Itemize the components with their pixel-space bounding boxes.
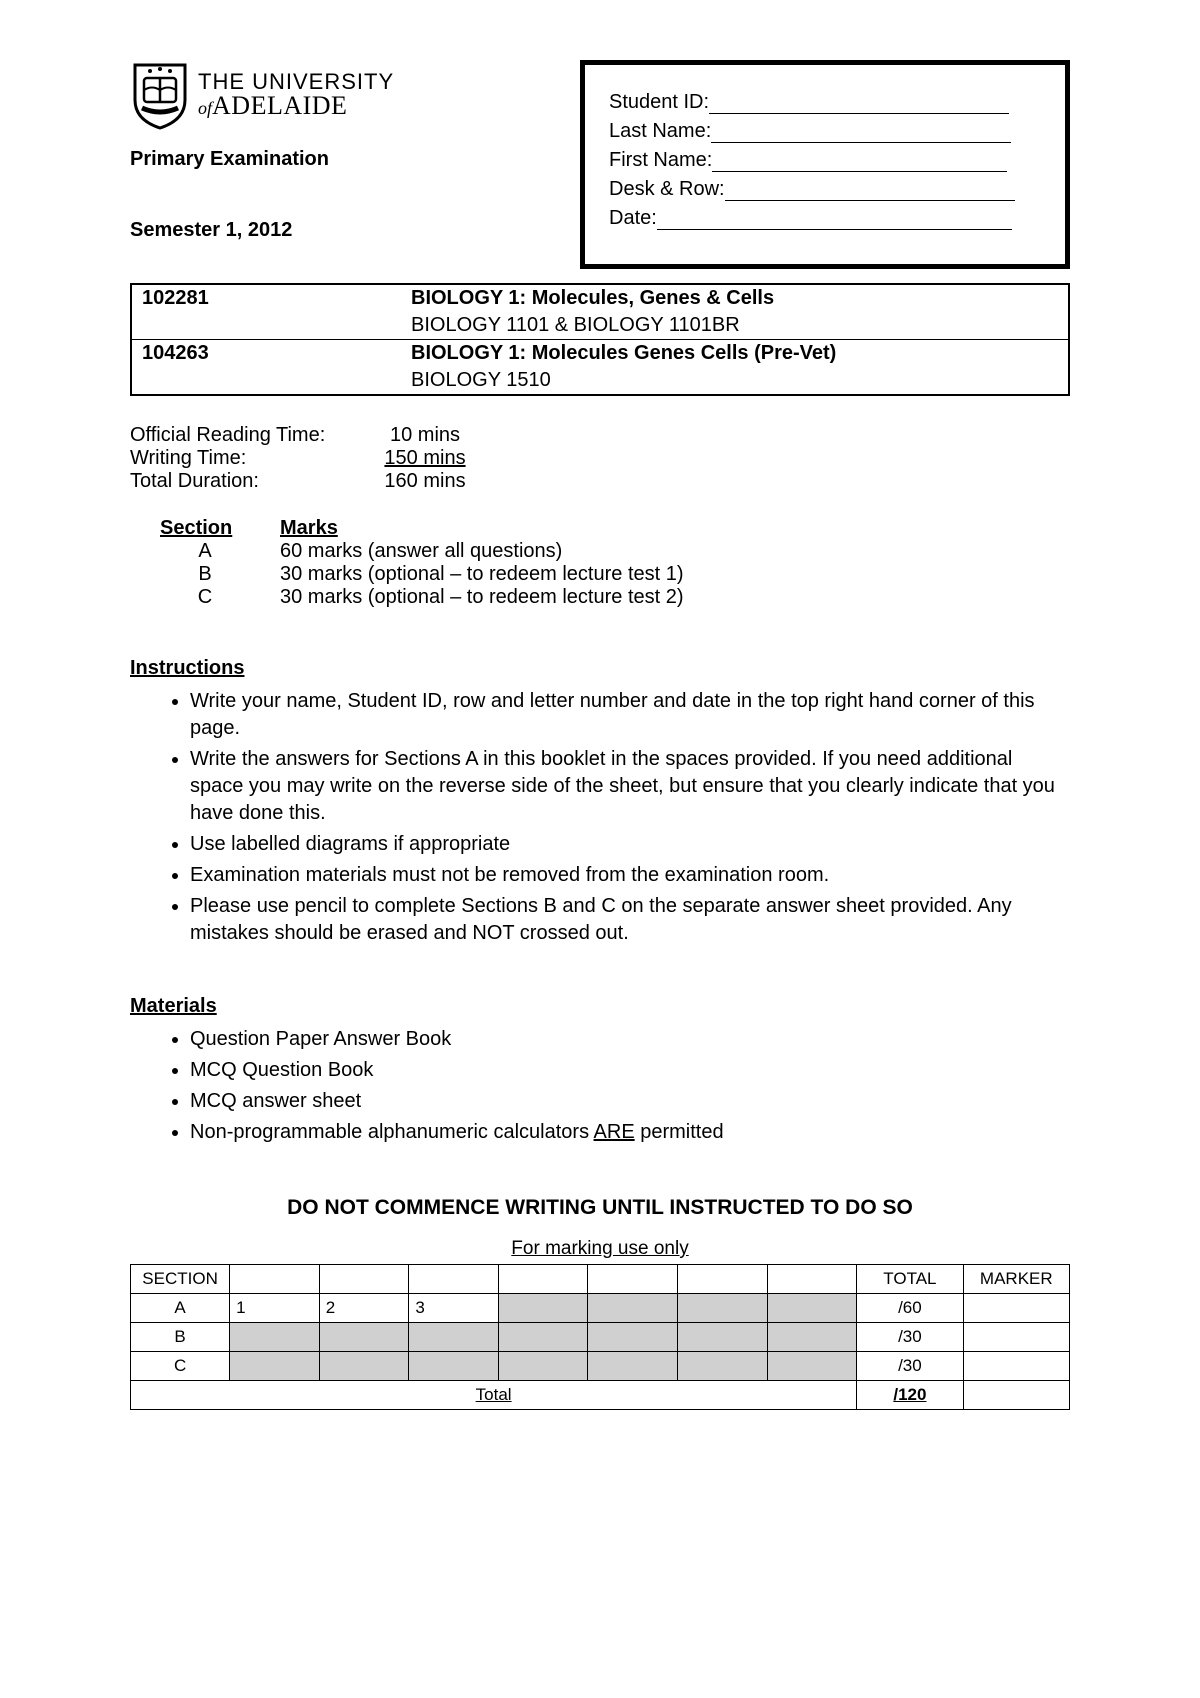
first-name-label: First Name: bbox=[609, 149, 712, 171]
sections-block: Section Marks A60 marks (answer all ques… bbox=[130, 517, 1070, 609]
marking-table: SECTION TOTAL MARKER A 1 2 3 /60 B /30 C… bbox=[130, 1264, 1070, 1410]
section-a-marks: 60 marks (answer all questions) bbox=[280, 540, 562, 563]
student-id-label: Student ID: bbox=[609, 91, 709, 113]
instructions-heading: Instructions bbox=[130, 657, 1070, 680]
last-name-label: Last Name: bbox=[609, 120, 711, 142]
materials-heading: Materials bbox=[130, 995, 1070, 1018]
writing-time-value: 150 mins bbox=[370, 447, 480, 470]
course-sub-2: BIOLOGY 1510 bbox=[401, 367, 1069, 395]
student-info-box: Student ID: Last Name: First Name: Desk … bbox=[580, 60, 1070, 269]
material-item: MCQ answer sheet bbox=[190, 1088, 1070, 1115]
section-b-letter: B bbox=[160, 563, 280, 586]
instruction-item: Write your name, Student ID, row and let… bbox=[190, 688, 1070, 742]
total-duration-value: 160 mins bbox=[370, 470, 480, 493]
section-c-marks: 30 marks (optional – to redeem lecture t… bbox=[280, 586, 684, 609]
semester: Semester 1, 2012 bbox=[130, 219, 560, 242]
instruction-item: Please use pencil to complete Sections B… bbox=[190, 893, 1070, 947]
section-c-letter: C bbox=[160, 586, 280, 609]
total-duration-label: Total Duration: bbox=[130, 470, 370, 493]
course-title-2: BIOLOGY 1: Molecules Genes Cells (Pre-Ve… bbox=[411, 342, 836, 364]
instruction-item: Examination materials must not be remove… bbox=[190, 862, 1070, 889]
section-a-letter: A bbox=[160, 540, 280, 563]
section-header-col2: Marks bbox=[280, 517, 338, 540]
marking-use-only-label: For marking use only bbox=[130, 1238, 1070, 1260]
course-sub-1: BIOLOGY 1101 & BIOLOGY 1101BR bbox=[401, 312, 1069, 340]
material-item: Question Paper Answer Book bbox=[190, 1026, 1070, 1053]
marking-row-c: C /30 bbox=[131, 1352, 1070, 1381]
reading-time-label: Official Reading Time: bbox=[130, 424, 370, 447]
marking-row-total: Total /120 bbox=[131, 1381, 1070, 1410]
exam-type: Primary Examination bbox=[130, 148, 560, 171]
marking-row-a: A 1 2 3 /60 bbox=[131, 1294, 1070, 1323]
course-code-2: 104263 bbox=[131, 340, 401, 368]
date-label: Date: bbox=[609, 207, 657, 229]
marking-total-label: Total bbox=[131, 1381, 857, 1410]
material-item: Non-programmable alphanumeric calculator… bbox=[190, 1119, 1070, 1146]
marking-header-marker: MARKER bbox=[963, 1265, 1069, 1294]
instruction-item: Use labelled diagrams if appropriate bbox=[190, 831, 1070, 858]
marking-row-b: B /30 bbox=[131, 1323, 1070, 1352]
marking-grand-total: /120 bbox=[857, 1381, 963, 1410]
writing-time-label: Writing Time: bbox=[130, 447, 370, 470]
desk-row-label: Desk & Row: bbox=[609, 178, 725, 200]
course-code-1: 102281 bbox=[131, 284, 401, 312]
university-line2: ofADELAIDE bbox=[198, 93, 394, 119]
material-item: MCQ Question Book bbox=[190, 1057, 1070, 1084]
section-b-marks: 30 marks (optional – to redeem lecture t… bbox=[280, 563, 684, 586]
do-not-commence: DO NOT COMMENCE WRITING UNTIL INSTRUCTED… bbox=[130, 1196, 1070, 1220]
materials-list: Question Paper Answer Book MCQ Question … bbox=[130, 1026, 1070, 1146]
section-header-col1: Section bbox=[160, 517, 280, 540]
instruction-item: Write the answers for Sections A in this… bbox=[190, 746, 1070, 827]
university-logo-block: THE UNIVERSITY ofADELAIDE bbox=[130, 60, 560, 130]
marking-header-section: SECTION bbox=[131, 1265, 230, 1294]
timing-block: Official Reading Time:10 mins Writing Ti… bbox=[130, 424, 1070, 493]
reading-time-value: 10 mins bbox=[370, 424, 480, 447]
university-crest-icon bbox=[130, 60, 190, 130]
marking-header-total: TOTAL bbox=[857, 1265, 963, 1294]
course-table: 102281 BIOLOGY 1: Molecules, Genes & Cel… bbox=[130, 283, 1070, 396]
course-title-1: BIOLOGY 1: Molecules, Genes & Cells bbox=[411, 287, 774, 309]
university-line1: THE UNIVERSITY bbox=[198, 71, 394, 93]
instructions-list: Write your name, Student ID, row and let… bbox=[130, 688, 1070, 947]
